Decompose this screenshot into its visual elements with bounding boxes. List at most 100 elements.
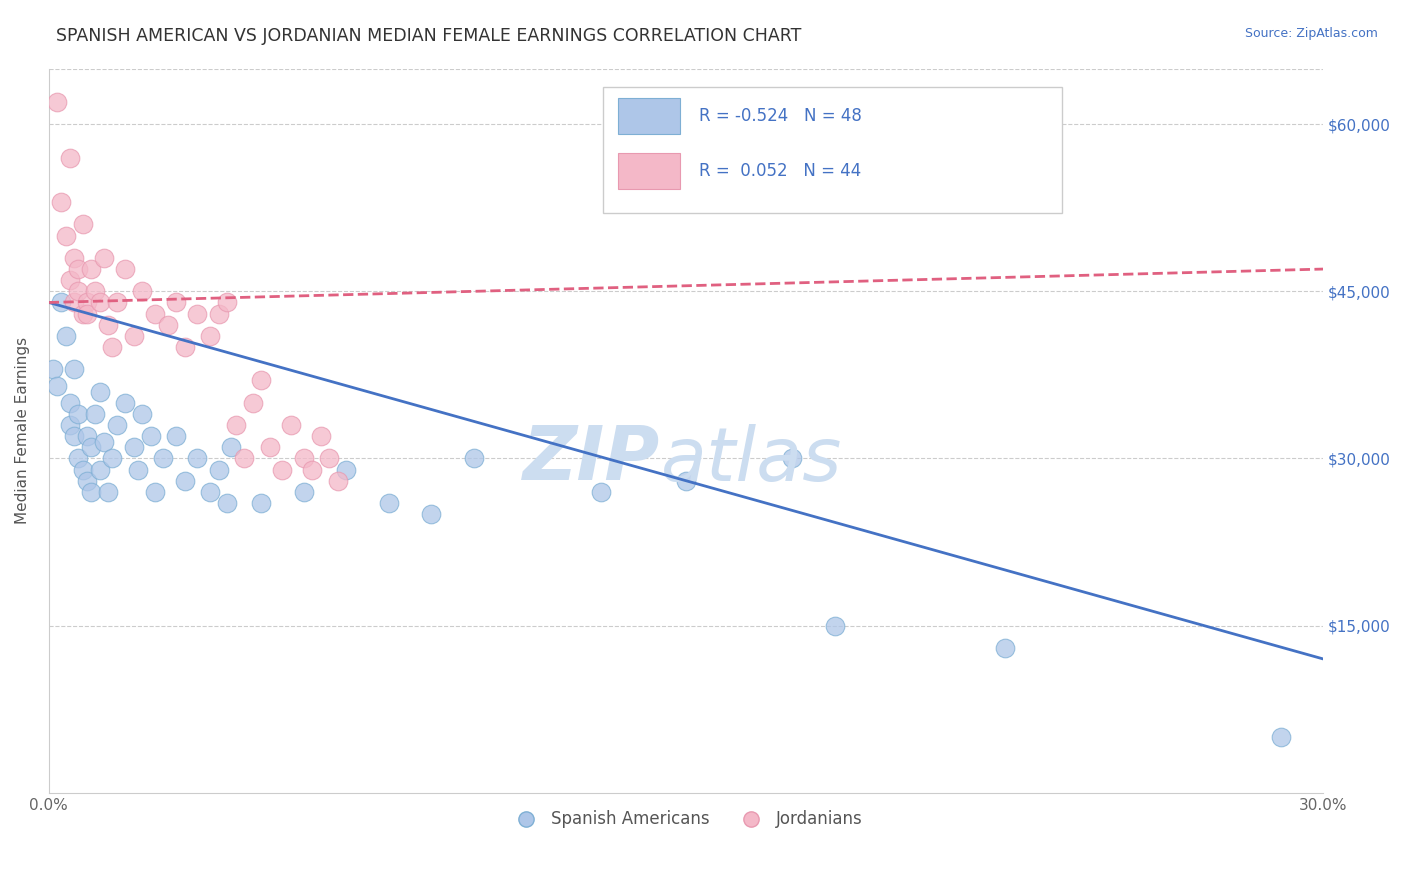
Point [186,307,208,321]
Point [105,295,128,310]
Point [63,429,86,443]
Point [225,417,247,432]
Point [46,95,69,109]
Point [420,507,443,521]
Text: Source: ZipAtlas.com: Source: ZipAtlas.com [1244,27,1378,40]
Point [186,451,208,466]
Point [89,384,111,399]
Point [242,395,264,409]
Point [198,329,221,343]
Point [93,434,115,449]
Point [208,307,231,321]
Point [114,262,136,277]
Point [143,307,166,321]
Point [55,228,77,243]
Point [67,285,90,299]
Point [292,484,315,499]
Point [250,374,273,388]
Point [97,318,120,332]
Point [59,273,82,287]
Point [173,340,195,354]
Text: R =  0.052   N = 44: R = 0.052 N = 44 [699,161,860,179]
Point [780,451,803,466]
Point [51,195,73,210]
Point [377,496,399,510]
Point [67,407,90,421]
Point [326,474,349,488]
Point [675,474,697,488]
Point [122,440,145,454]
Point [127,462,149,476]
Point [97,484,120,499]
Point [89,295,111,310]
Point [80,440,103,454]
Point [152,451,174,466]
Point [63,362,86,376]
Point [1270,730,1292,744]
Text: SPANISH AMERICAN VS JORDANIAN MEDIAN FEMALE EARNINGS CORRELATION CHART: SPANISH AMERICAN VS JORDANIAN MEDIAN FEM… [56,27,801,45]
Point [80,262,103,277]
Point [217,295,239,310]
Point [271,462,294,476]
Point [105,417,128,432]
Point [59,151,82,165]
Point [156,318,179,332]
Point [76,429,98,443]
Point [101,451,124,466]
Point [463,451,485,466]
Point [280,417,302,432]
Point [42,362,65,376]
Point [46,379,69,393]
Point [208,462,231,476]
Point [63,295,86,310]
Point [76,307,98,321]
Point [198,484,221,499]
Text: atlas: atlas [661,424,842,496]
Point [84,407,107,421]
FancyBboxPatch shape [619,98,679,135]
Point [67,262,90,277]
Point [55,329,77,343]
Point [259,440,281,454]
Point [76,295,98,310]
Legend: Spanish Americans, Jordanians: Spanish Americans, Jordanians [502,804,869,835]
Text: R = -0.524   N = 48: R = -0.524 N = 48 [699,107,862,125]
Point [318,451,340,466]
Y-axis label: Median Female Earnings: Median Female Earnings [15,337,30,524]
Point [824,618,846,632]
Point [250,496,273,510]
Point [76,474,98,488]
Point [72,218,94,232]
FancyBboxPatch shape [619,153,679,189]
Point [114,395,136,409]
Point [173,474,195,488]
Point [84,285,107,299]
Point [335,462,357,476]
Point [994,640,1017,655]
FancyBboxPatch shape [603,87,1062,213]
Point [67,451,90,466]
Point [51,295,73,310]
Point [93,251,115,265]
Point [165,295,187,310]
Point [309,429,332,443]
Point [101,340,124,354]
Text: ZIP: ZIP [523,423,661,496]
Point [80,484,103,499]
Point [131,285,153,299]
Point [143,484,166,499]
Point [589,484,612,499]
Point [292,451,315,466]
Point [131,407,153,421]
Point [165,429,187,443]
Point [122,329,145,343]
Point [301,462,323,476]
Point [233,451,256,466]
Point [63,251,86,265]
Point [217,496,239,510]
Point [72,462,94,476]
Point [89,462,111,476]
Point [59,417,82,432]
Point [139,429,162,443]
Point [59,395,82,409]
